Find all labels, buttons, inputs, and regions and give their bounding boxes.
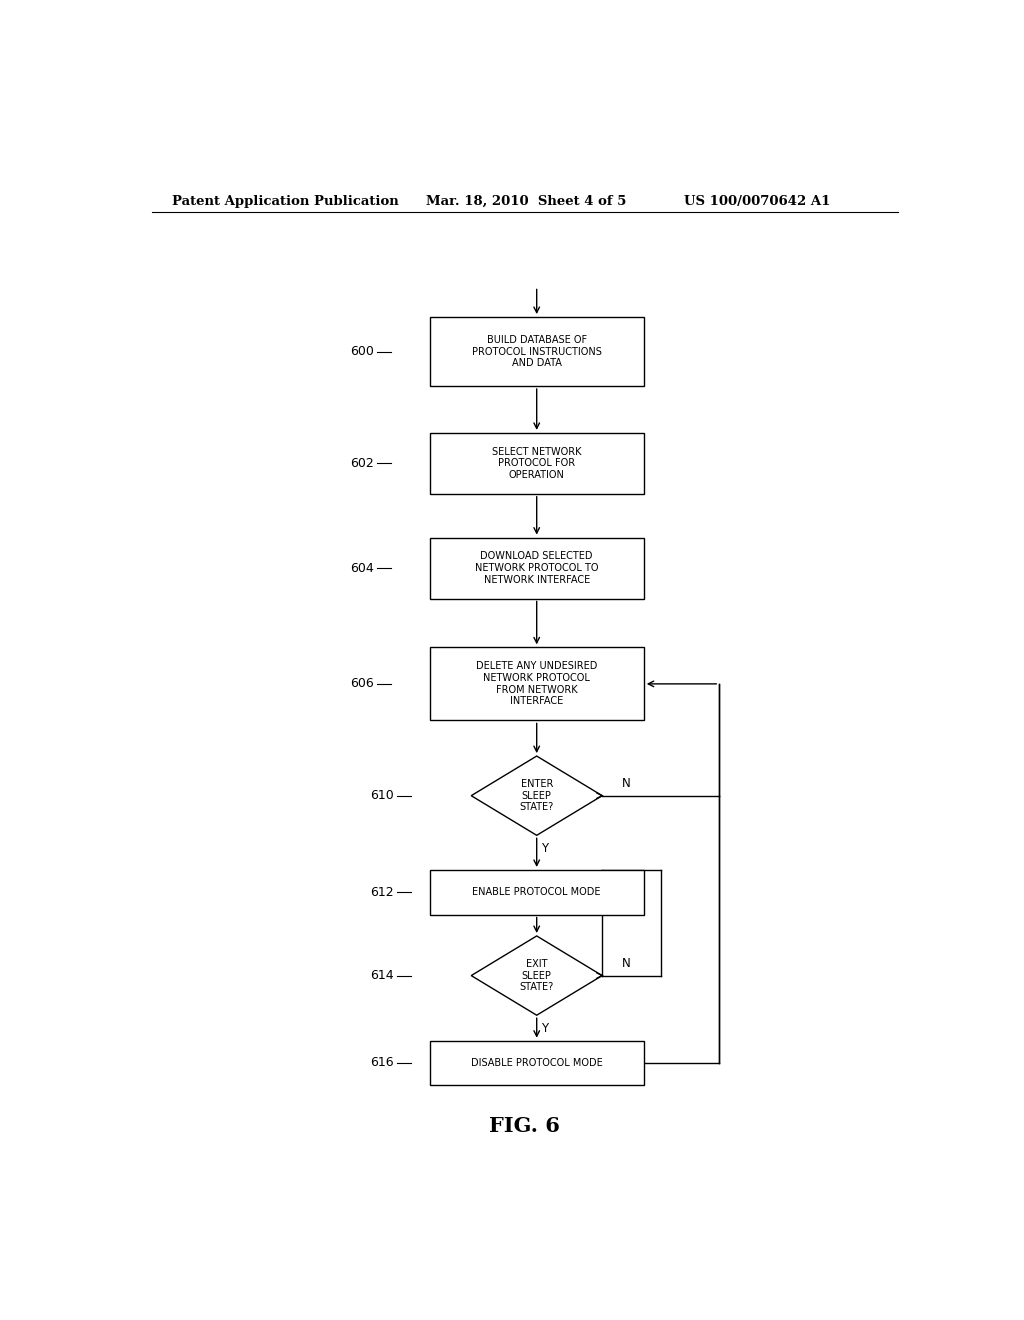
Text: 612: 612 <box>371 886 394 899</box>
Text: 610: 610 <box>370 789 394 803</box>
FancyBboxPatch shape <box>430 317 644 385</box>
Text: N: N <box>622 777 631 789</box>
Text: US 100/0070642 A1: US 100/0070642 A1 <box>684 194 829 207</box>
Text: ENABLE PROTOCOL MODE: ENABLE PROTOCOL MODE <box>472 887 601 898</box>
FancyBboxPatch shape <box>430 537 644 598</box>
Polygon shape <box>471 756 602 836</box>
Text: SELECT NETWORK
PROTOCOL FOR
OPERATION: SELECT NETWORK PROTOCOL FOR OPERATION <box>492 446 582 480</box>
Text: Mar. 18, 2010  Sheet 4 of 5: Mar. 18, 2010 Sheet 4 of 5 <box>426 194 626 207</box>
Text: 616: 616 <box>371 1056 394 1069</box>
Text: 604: 604 <box>350 561 374 574</box>
Text: ENTER
SLEEP
STATE?: ENTER SLEEP STATE? <box>519 779 554 812</box>
Text: 602: 602 <box>350 457 374 470</box>
Text: Patent Application Publication: Patent Application Publication <box>172 194 398 207</box>
Text: FIG. 6: FIG. 6 <box>489 1115 560 1137</box>
Text: 606: 606 <box>350 677 374 690</box>
FancyBboxPatch shape <box>430 433 644 494</box>
Text: EXIT
SLEEP
STATE?: EXIT SLEEP STATE? <box>519 960 554 993</box>
Text: Y: Y <box>541 1022 548 1035</box>
FancyBboxPatch shape <box>430 1040 644 1085</box>
FancyBboxPatch shape <box>430 647 644 721</box>
Text: N: N <box>622 957 631 970</box>
Text: 600: 600 <box>350 345 374 358</box>
FancyBboxPatch shape <box>430 870 644 915</box>
Text: BUILD DATABASE OF
PROTOCOL INSTRUCTIONS
AND DATA: BUILD DATABASE OF PROTOCOL INSTRUCTIONS … <box>472 335 602 368</box>
Text: 614: 614 <box>371 969 394 982</box>
Text: DISABLE PROTOCOL MODE: DISABLE PROTOCOL MODE <box>471 1059 602 1068</box>
Text: DELETE ANY UNDESIRED
NETWORK PROTOCOL
FROM NETWORK
INTERFACE: DELETE ANY UNDESIRED NETWORK PROTOCOL FR… <box>476 661 597 706</box>
Polygon shape <box>471 936 602 1015</box>
Text: DOWNLOAD SELECTED
NETWORK PROTOCOL TO
NETWORK INTERFACE: DOWNLOAD SELECTED NETWORK PROTOCOL TO NE… <box>475 552 598 585</box>
Text: Y: Y <box>541 842 548 855</box>
